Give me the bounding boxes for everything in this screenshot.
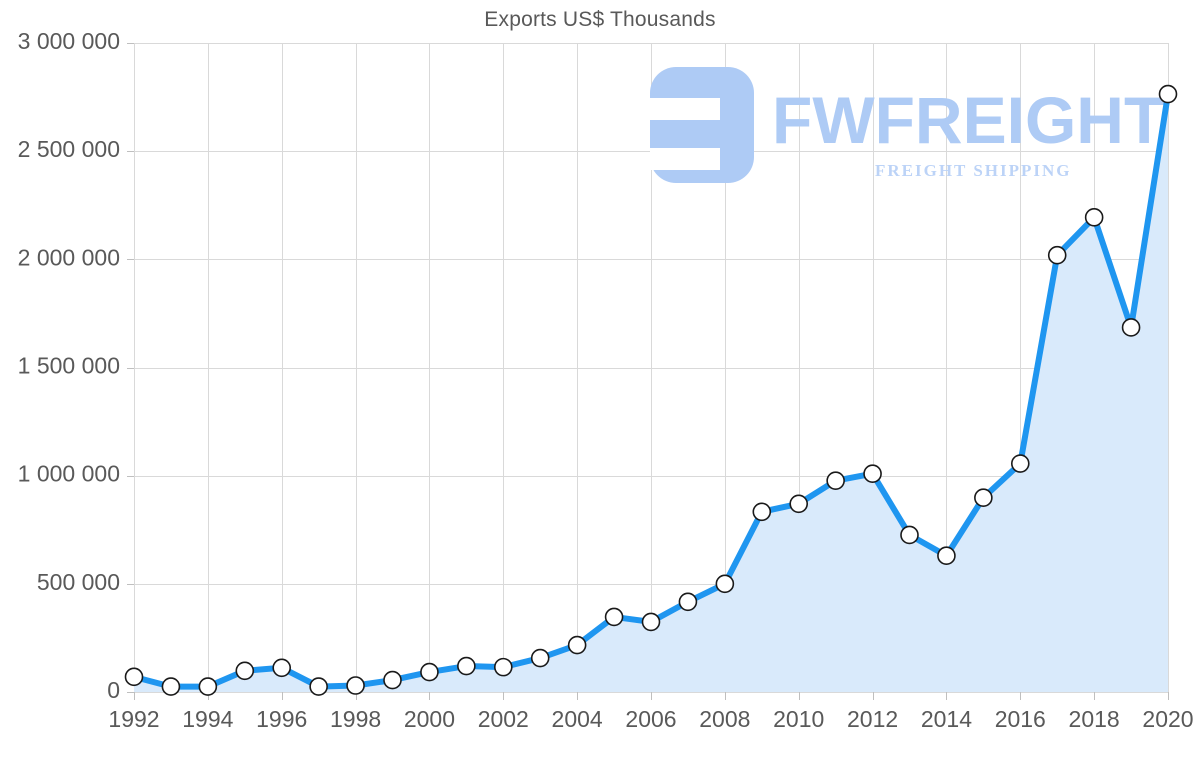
- x-axis-tick-label: 2014: [921, 706, 972, 732]
- y-axis-tick-label: 1 500 000: [18, 353, 120, 379]
- x-axis-tick-label: 1994: [182, 706, 233, 732]
- data-point-marker[interactable]: [863, 464, 882, 484]
- x-axis-labels: 1992 1994 1996 1998 2000 2002 2004 2006 2008 2010…: [108, 706, 1193, 732]
- x-axis-tick-label: 2018: [1069, 706, 1120, 732]
- y-axis-tick-label: 3 000 000: [18, 28, 120, 54]
- x-axis-tick-label: 1998: [330, 706, 381, 732]
- data-point-marker[interactable]: [678, 592, 698, 612]
- watermark-mark-icon: [650, 67, 754, 183]
- x-axis-tick-label: 2010: [773, 706, 824, 732]
- x-axis-tick-label: 2020: [1142, 706, 1193, 732]
- data-point-marker[interactable]: [272, 658, 292, 678]
- data-point-marker[interactable]: [567, 635, 587, 655]
- x-axis-tick-label: 2006: [625, 706, 676, 732]
- data-point-marker[interactable]: [937, 546, 956, 566]
- x-axis-tick-label: 2004: [552, 706, 603, 732]
- data-point-markers: [124, 84, 1178, 696]
- data-point-marker[interactable]: [1121, 318, 1141, 337]
- data-point-marker[interactable]: [974, 488, 993, 508]
- data-point-marker[interactable]: [641, 612, 661, 632]
- watermark-tagline-text: FREIGHT SHIPPING: [875, 161, 1072, 180]
- watermark-logo: FWFREIGHT FREIGHT SHIPPING: [650, 67, 1164, 183]
- x-axis-tick-label: 2000: [404, 706, 455, 732]
- data-point-marker[interactable]: [457, 656, 476, 676]
- data-point-marker[interactable]: [309, 677, 328, 696]
- y-axis-tick-label: 500 000: [37, 569, 120, 595]
- x-axis-tick-label: 1992: [108, 706, 159, 732]
- x-axis-tick-label: 2008: [699, 706, 750, 732]
- tickmarks-group: [127, 43, 1169, 700]
- data-point-marker[interactable]: [1047, 245, 1067, 265]
- data-point-marker[interactable]: [198, 677, 218, 696]
- data-point-marker[interactable]: [383, 670, 402, 690]
- data-point-marker[interactable]: [715, 574, 735, 594]
- data-point-marker[interactable]: [493, 657, 513, 677]
- data-point-marker[interactable]: [752, 502, 772, 522]
- data-point-marker[interactable]: [789, 494, 809, 514]
- watermark-brand-text: FWFREIGHT: [772, 83, 1164, 157]
- data-point-marker[interactable]: [420, 662, 439, 682]
- data-point-marker[interactable]: [124, 667, 144, 687]
- data-point-marker[interactable]: [604, 607, 624, 627]
- y-axis-labels: 0 500 000 1 000 000 1 500 000 2 000 000 2 500…: [18, 28, 120, 703]
- data-point-marker[interactable]: [826, 471, 845, 490]
- data-point-marker[interactable]: [530, 648, 550, 668]
- data-point-marker[interactable]: [346, 676, 365, 695]
- chart-title: Exports US$ Thousands: [484, 8, 716, 31]
- x-axis-tick-label: 2002: [478, 706, 529, 732]
- data-point-marker[interactable]: [1084, 208, 1104, 227]
- x-axis-tick-label: 2016: [995, 706, 1046, 732]
- data-point-marker[interactable]: [1010, 454, 1030, 473]
- data-point-marker[interactable]: [161, 677, 181, 696]
- y-axis-tick-label: 1 000 000: [18, 461, 120, 487]
- x-axis-tick-label: 1996: [256, 706, 307, 732]
- data-point-marker[interactable]: [900, 525, 919, 545]
- data-point-marker[interactable]: [235, 661, 255, 681]
- x-axis-tick-label: 2012: [847, 706, 898, 732]
- y-axis-tick-label: 2 500 000: [18, 136, 120, 162]
- y-axis-tick-label: 2 000 000: [18, 244, 120, 270]
- y-axis-tick-label: 0: [107, 677, 120, 703]
- data-point-marker[interactable]: [1158, 84, 1178, 104]
